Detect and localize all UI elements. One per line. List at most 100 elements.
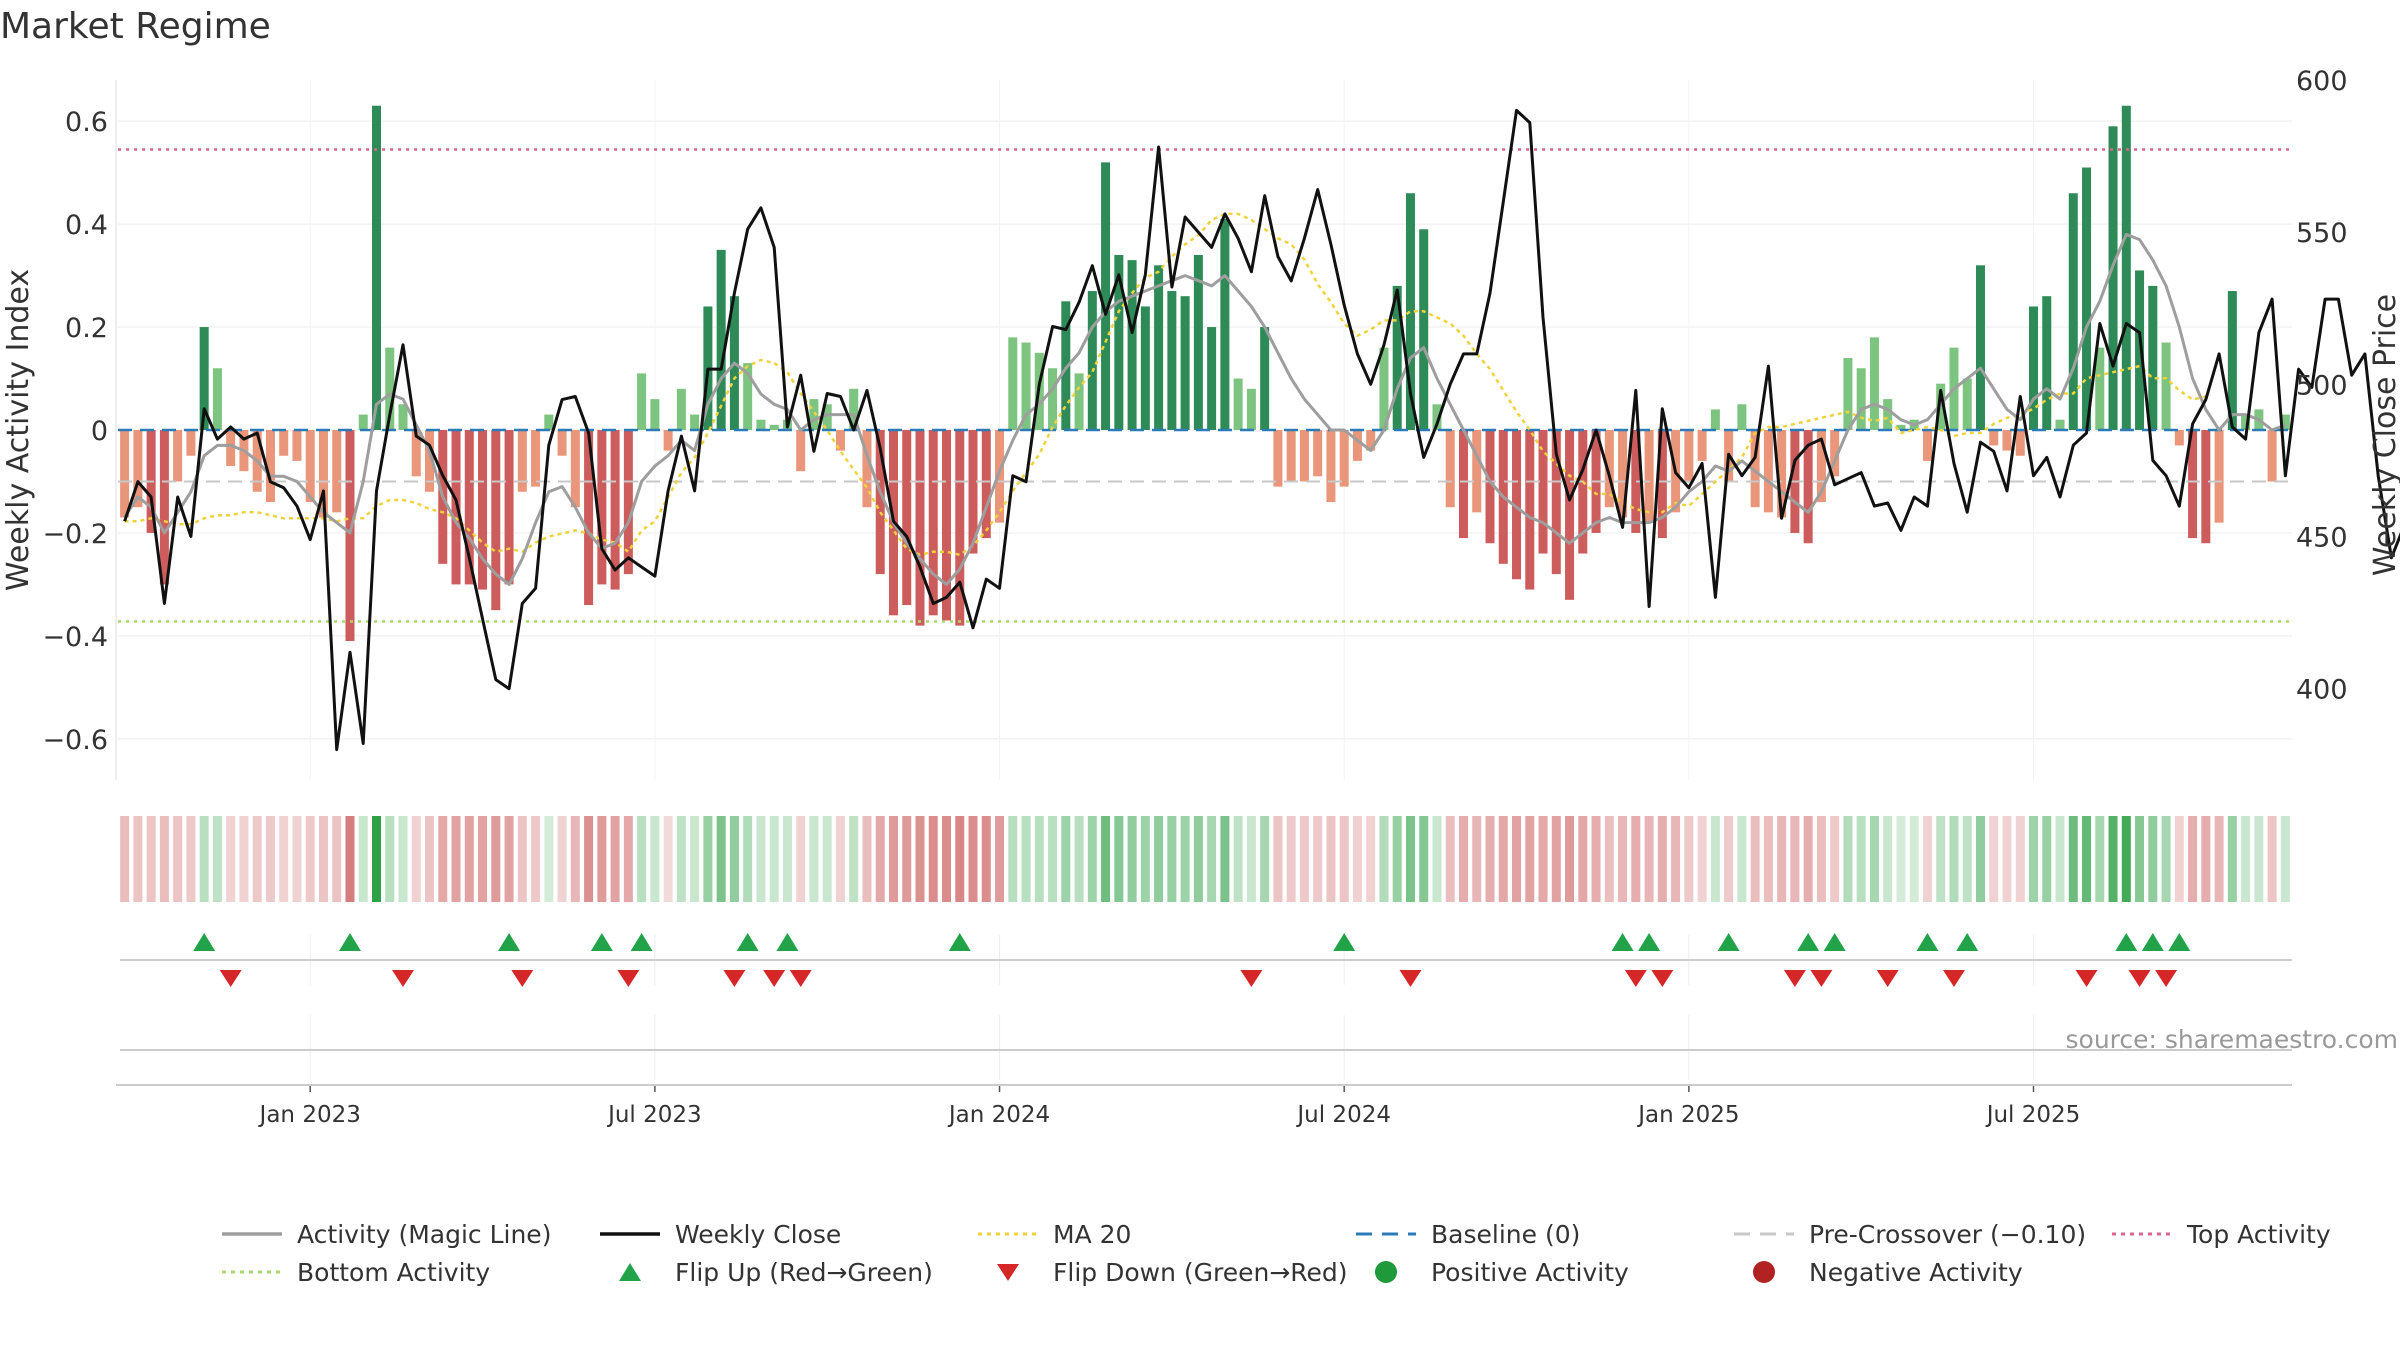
regime-strip-cell <box>1618 816 1628 902</box>
regime-strip-cell <box>2002 816 2012 902</box>
activity-bar <box>995 430 1005 523</box>
regime-strip-cell <box>2214 816 2224 902</box>
regime-strip-cell <box>1379 816 1389 902</box>
regime-strip-cell <box>1061 816 1071 902</box>
activity-bar <box>186 430 196 456</box>
regime-strip-cell <box>650 816 660 902</box>
regime-strip-cell <box>1419 816 1429 902</box>
legend-label: Bottom Activity <box>297 1258 490 1287</box>
regime-strip-cell <box>1458 816 1469 902</box>
activity-bar <box>451 430 461 585</box>
legend-label: Positive Activity <box>1431 1258 1629 1287</box>
activity-bar <box>1246 388 1256 430</box>
flip-down-marker <box>1810 970 1833 987</box>
activity-bar <box>1048 368 1058 430</box>
activity-bar <box>1101 162 1111 430</box>
activity-bar <box>557 430 567 456</box>
activity-bar <box>716 249 726 430</box>
regime-strip-cell <box>796 816 806 902</box>
legend-swatch <box>1753 1261 1775 1283</box>
activity-bar <box>1405 193 1415 430</box>
regime-strip-cell <box>1896 816 1906 902</box>
activity-bar <box>584 430 594 605</box>
activity-bar <box>517 430 527 492</box>
regime-strip-cell <box>265 816 275 902</box>
activity-bar <box>2241 414 2251 430</box>
activity-bar <box>120 430 130 518</box>
regime-strip-cell <box>1008 816 1018 902</box>
activity-bar <box>358 414 368 430</box>
flip-up-marker <box>1717 933 1740 951</box>
activity-bar <box>1631 430 1641 533</box>
regime-strip-cell <box>438 816 448 902</box>
right-tick-label: 600 <box>2296 66 2348 97</box>
regime-strip-cell <box>1339 816 1349 902</box>
activity-bar <box>1604 430 1614 508</box>
regime-strip-cell <box>1432 816 1442 902</box>
regime-strip-cell <box>1631 816 1641 902</box>
chart-title: Market Regime <box>0 6 271 47</box>
regime-strip-cell <box>226 816 236 902</box>
regime-strip-cell <box>1684 816 1694 902</box>
activity-bar <box>1167 291 1177 430</box>
flip-up-marker <box>1333 933 1356 951</box>
flip-up-marker <box>1916 933 1939 951</box>
flip-up-marker <box>2141 933 2164 951</box>
x-tick-label: Jul 2025 <box>1985 1102 2081 1128</box>
flip-down-marker <box>1783 970 1806 987</box>
regime-strip-cell <box>2015 816 2025 902</box>
regime-strip-cell <box>146 816 156 902</box>
regime-strip-cell <box>159 816 169 902</box>
regime-strip-cell <box>1763 816 1773 902</box>
regime-strip-cell <box>623 816 633 902</box>
flip-up-marker <box>736 933 759 951</box>
activity-bar <box>1193 255 1203 430</box>
regime-strip-cell <box>1154 816 1164 902</box>
regime-strip-cell <box>544 816 554 902</box>
regime-strip-cell <box>2201 816 2211 902</box>
activity-bar <box>1061 301 1071 430</box>
regime-strip-cell <box>743 816 753 902</box>
x-tick-label: Jan 2024 <box>947 1102 1050 1128</box>
right-axis-label: Weekly Close Price <box>2368 294 2400 576</box>
regime-strip-cell <box>1777 816 1787 902</box>
activity-bar <box>2121 105 2131 430</box>
right-tick-label: 550 <box>2296 218 2348 249</box>
activity-bar <box>570 430 580 508</box>
activity-bar <box>199 327 209 430</box>
activity-bar <box>371 105 382 430</box>
regime-strip-cell <box>1193 816 1203 902</box>
legend-label: Pre-Crossover (−0.10) <box>1809 1220 2086 1249</box>
regime-strip-cell <box>1657 816 1667 902</box>
left-tick-label: 0.4 <box>65 210 108 241</box>
regime-strip-cell <box>2135 816 2145 902</box>
regime-strip-cell <box>557 816 567 902</box>
legend-label: Top Activity <box>2186 1220 2331 1249</box>
flip-up-marker <box>2168 933 2191 951</box>
activity-bar <box>1697 430 1707 461</box>
regime-strip-cell <box>1220 816 1230 902</box>
regime-strip-cell <box>1724 816 1734 902</box>
activity-bar <box>1419 229 1429 430</box>
flip-down-marker <box>219 970 242 987</box>
activity-bar <box>1803 430 1813 544</box>
regime-strip-cell <box>822 816 832 902</box>
regime-strip-cell <box>955 816 965 902</box>
flip-down-marker <box>392 970 415 987</box>
flip-down-marker <box>511 970 534 987</box>
activity-bar <box>690 414 700 430</box>
regime-strip-cell <box>637 816 647 902</box>
regime-strip-cell <box>729 816 739 902</box>
regime-strip-cell <box>1909 816 1919 902</box>
activity-bar <box>902 430 912 605</box>
activity-magic-line <box>123 232 2286 586</box>
regime-strip-cell <box>1286 816 1296 902</box>
regime-strip-cell <box>1512 816 1522 902</box>
flip-down-marker <box>1624 970 1647 987</box>
legend-item-weekly_close: Weekly Close <box>600 1220 841 1249</box>
flip-down-marker <box>617 970 640 987</box>
regime-strip-cell <box>584 816 594 902</box>
activity-bar <box>1220 218 1230 430</box>
activity-bar <box>2280 414 2290 430</box>
